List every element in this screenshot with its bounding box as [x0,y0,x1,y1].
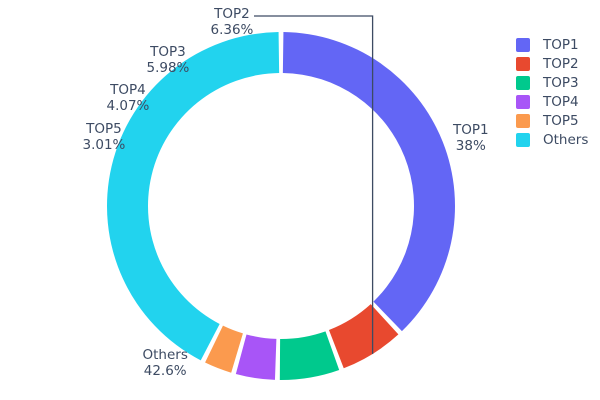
donut-slice-top3[interactable] [279,331,340,380]
legend-label: TOP2 [543,56,579,72]
legend-swatch-icon [516,38,530,52]
legend-item-top5[interactable]: TOP5 [516,114,588,128]
legend-label: TOP3 [543,75,579,91]
donut-slice-others[interactable] [106,32,280,361]
legend-swatch-icon [516,57,530,71]
donut-slices [106,32,455,380]
legend-label: TOP1 [543,37,579,53]
legend-swatch-icon [516,76,530,90]
legend-label: TOP4 [543,94,579,110]
legend-label: TOP5 [543,113,579,129]
donut-slice-top1[interactable] [282,32,455,332]
leader-line-top2 [254,15,374,354]
legend-item-others[interactable]: Others [516,133,588,147]
chart-legend: TOP1 TOP2 TOP3 TOP4 TOP5 Others [516,38,588,147]
donut-slice-top4[interactable] [235,334,277,380]
legend-item-top1[interactable]: TOP1 [516,38,588,52]
donut-slice-top2[interactable] [328,304,399,369]
legend-label: Others [543,132,589,148]
legend-swatch-icon [516,114,530,128]
legend-swatch-icon [516,133,530,147]
donut-slice-top5[interactable] [205,325,243,373]
legend-item-top4[interactable]: TOP4 [516,95,588,109]
leader-lines [254,15,374,354]
legend-swatch-icon [516,95,530,109]
legend-item-top2[interactable]: TOP2 [516,57,588,71]
legend-item-top3[interactable]: TOP3 [516,76,588,90]
